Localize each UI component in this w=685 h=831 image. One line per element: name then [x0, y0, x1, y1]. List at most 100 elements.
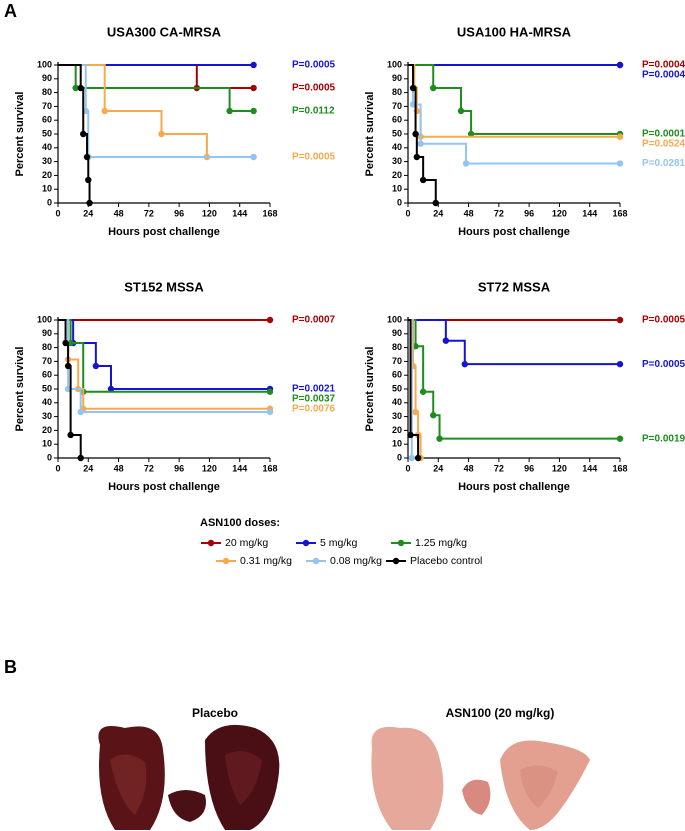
- x-tick-label: 48: [114, 463, 124, 473]
- p-value: P=0.0281: [642, 158, 685, 169]
- chart-title: USA300 CA-MRSA: [107, 24, 222, 39]
- lung-photo-treated: [371, 726, 590, 830]
- event-dot: [266, 388, 274, 395]
- event-dot: [62, 339, 69, 347]
- survival-curve: [408, 319, 620, 440]
- event-dot: [616, 61, 624, 69]
- event-dot: [407, 431, 414, 439]
- y-tick-label: 70: [392, 356, 402, 366]
- panel-label: A: [4, 1, 17, 21]
- y-tick-label: 90: [392, 73, 402, 83]
- x-tick-label: 24: [433, 208, 443, 218]
- x-tick-label: 144: [232, 463, 247, 473]
- x-tick-label: 168: [612, 208, 627, 218]
- x-tick-label: 48: [464, 208, 474, 218]
- legend-title: ASN100 doses:: [200, 517, 280, 529]
- y-tick-label: 80: [392, 342, 402, 352]
- survival-curve: [58, 64, 254, 159]
- y-tick-label: 40: [392, 397, 402, 407]
- x-tick-label: 168: [262, 463, 277, 473]
- event-dot: [77, 454, 84, 462]
- event-dot: [467, 130, 475, 138]
- p-value: P=0.0004: [642, 70, 685, 81]
- event-dot: [616, 316, 624, 324]
- y-tick-label: 70: [42, 356, 52, 366]
- x-tick-label: 48: [114, 208, 124, 218]
- event-dot: [408, 454, 415, 462]
- p-value: P=0.0005: [292, 60, 336, 71]
- y-tick-label: 100: [37, 314, 52, 324]
- lung-photo-placebo: [98, 724, 280, 830]
- legend-label: 1.25 mg/kg: [415, 537, 467, 549]
- event-dot: [101, 107, 108, 115]
- x-axis-label: Hours post challenge: [108, 226, 220, 238]
- survival-curve: [58, 64, 254, 112]
- y-tick-label: 20: [392, 425, 402, 435]
- y-tick-label: 80: [42, 342, 52, 352]
- x-tick-label: 96: [524, 463, 534, 473]
- p-value: P=0.0524: [642, 139, 685, 150]
- event-dot: [436, 435, 443, 442]
- p-value: P=0.0112: [292, 106, 335, 117]
- x-tick-label: 0: [405, 463, 410, 473]
- event-dot: [616, 360, 624, 368]
- p-value: P=0.0005: [292, 83, 336, 94]
- panel-label: B: [4, 657, 17, 677]
- event-dot: [64, 362, 72, 370]
- y-tick-label: 20: [42, 425, 52, 435]
- legend-label: 5 mg/kg: [320, 537, 358, 549]
- p-value: P=0.0037: [292, 394, 336, 405]
- y-tick-label: 0: [47, 452, 52, 462]
- y-tick-label: 100: [387, 59, 402, 69]
- x-tick-label: 0: [405, 208, 410, 218]
- survival-curve: [58, 319, 270, 410]
- event-dot: [250, 84, 257, 92]
- y-tick-label: 60: [392, 370, 402, 380]
- y-tick-label: 10: [392, 439, 402, 449]
- y-tick-label: 30: [392, 411, 402, 421]
- event-dot: [85, 176, 92, 184]
- y-tick-label: 20: [42, 170, 52, 180]
- event-dot: [413, 153, 421, 161]
- legend-dot: [302, 539, 310, 547]
- survival-curve: [58, 319, 270, 414]
- y-tick-label: 10: [42, 439, 52, 449]
- event-dot: [412, 130, 419, 138]
- x-tick-label: 168: [612, 463, 627, 473]
- p-value: P=0.0007: [292, 315, 336, 326]
- x-tick-label: 168: [262, 208, 277, 218]
- x-tick-label: 72: [144, 463, 154, 473]
- legend-label: 20 mg/kg: [225, 537, 268, 549]
- event-dot: [442, 337, 450, 344]
- y-tick-label: 100: [37, 59, 52, 69]
- y-tick-label: 30: [42, 156, 52, 166]
- y-tick-label: 50: [42, 128, 52, 138]
- y-tick-label: 0: [47, 197, 52, 207]
- chart-title: USA100 HA-MRSA: [457, 24, 572, 39]
- x-tick-label: 24: [83, 463, 93, 473]
- photo-caption: Placebo: [192, 706, 238, 720]
- x-axis-label: Hours post challenge: [108, 481, 220, 493]
- y-tick-label: 50: [42, 383, 52, 393]
- y-tick-label: 60: [42, 370, 52, 380]
- x-tick-label: 96: [174, 208, 184, 218]
- y-tick-label: 10: [42, 184, 52, 194]
- legend-label: 0.08 mg/kg: [330, 555, 382, 567]
- y-tick-label: 0: [397, 197, 402, 207]
- event-dot: [86, 199, 93, 207]
- legend-dot: [222, 557, 230, 565]
- y-tick-label: 60: [392, 115, 402, 125]
- p-value: P=0.0019: [642, 433, 685, 444]
- legend-dot: [392, 557, 400, 565]
- y-tick-label: 30: [392, 156, 402, 166]
- p-value: P=0.0005: [292, 152, 336, 163]
- legend-label: 0.31 mg/kg: [240, 555, 292, 567]
- x-tick-label: 120: [552, 208, 567, 218]
- y-tick-label: 80: [42, 87, 52, 97]
- y-tick-label: 0: [397, 452, 402, 462]
- p-value: P=0.0076: [292, 404, 336, 415]
- y-tick-label: 90: [42, 328, 52, 338]
- event-dot: [432, 199, 439, 207]
- event-dot: [77, 408, 84, 416]
- legend-dot: [312, 557, 320, 565]
